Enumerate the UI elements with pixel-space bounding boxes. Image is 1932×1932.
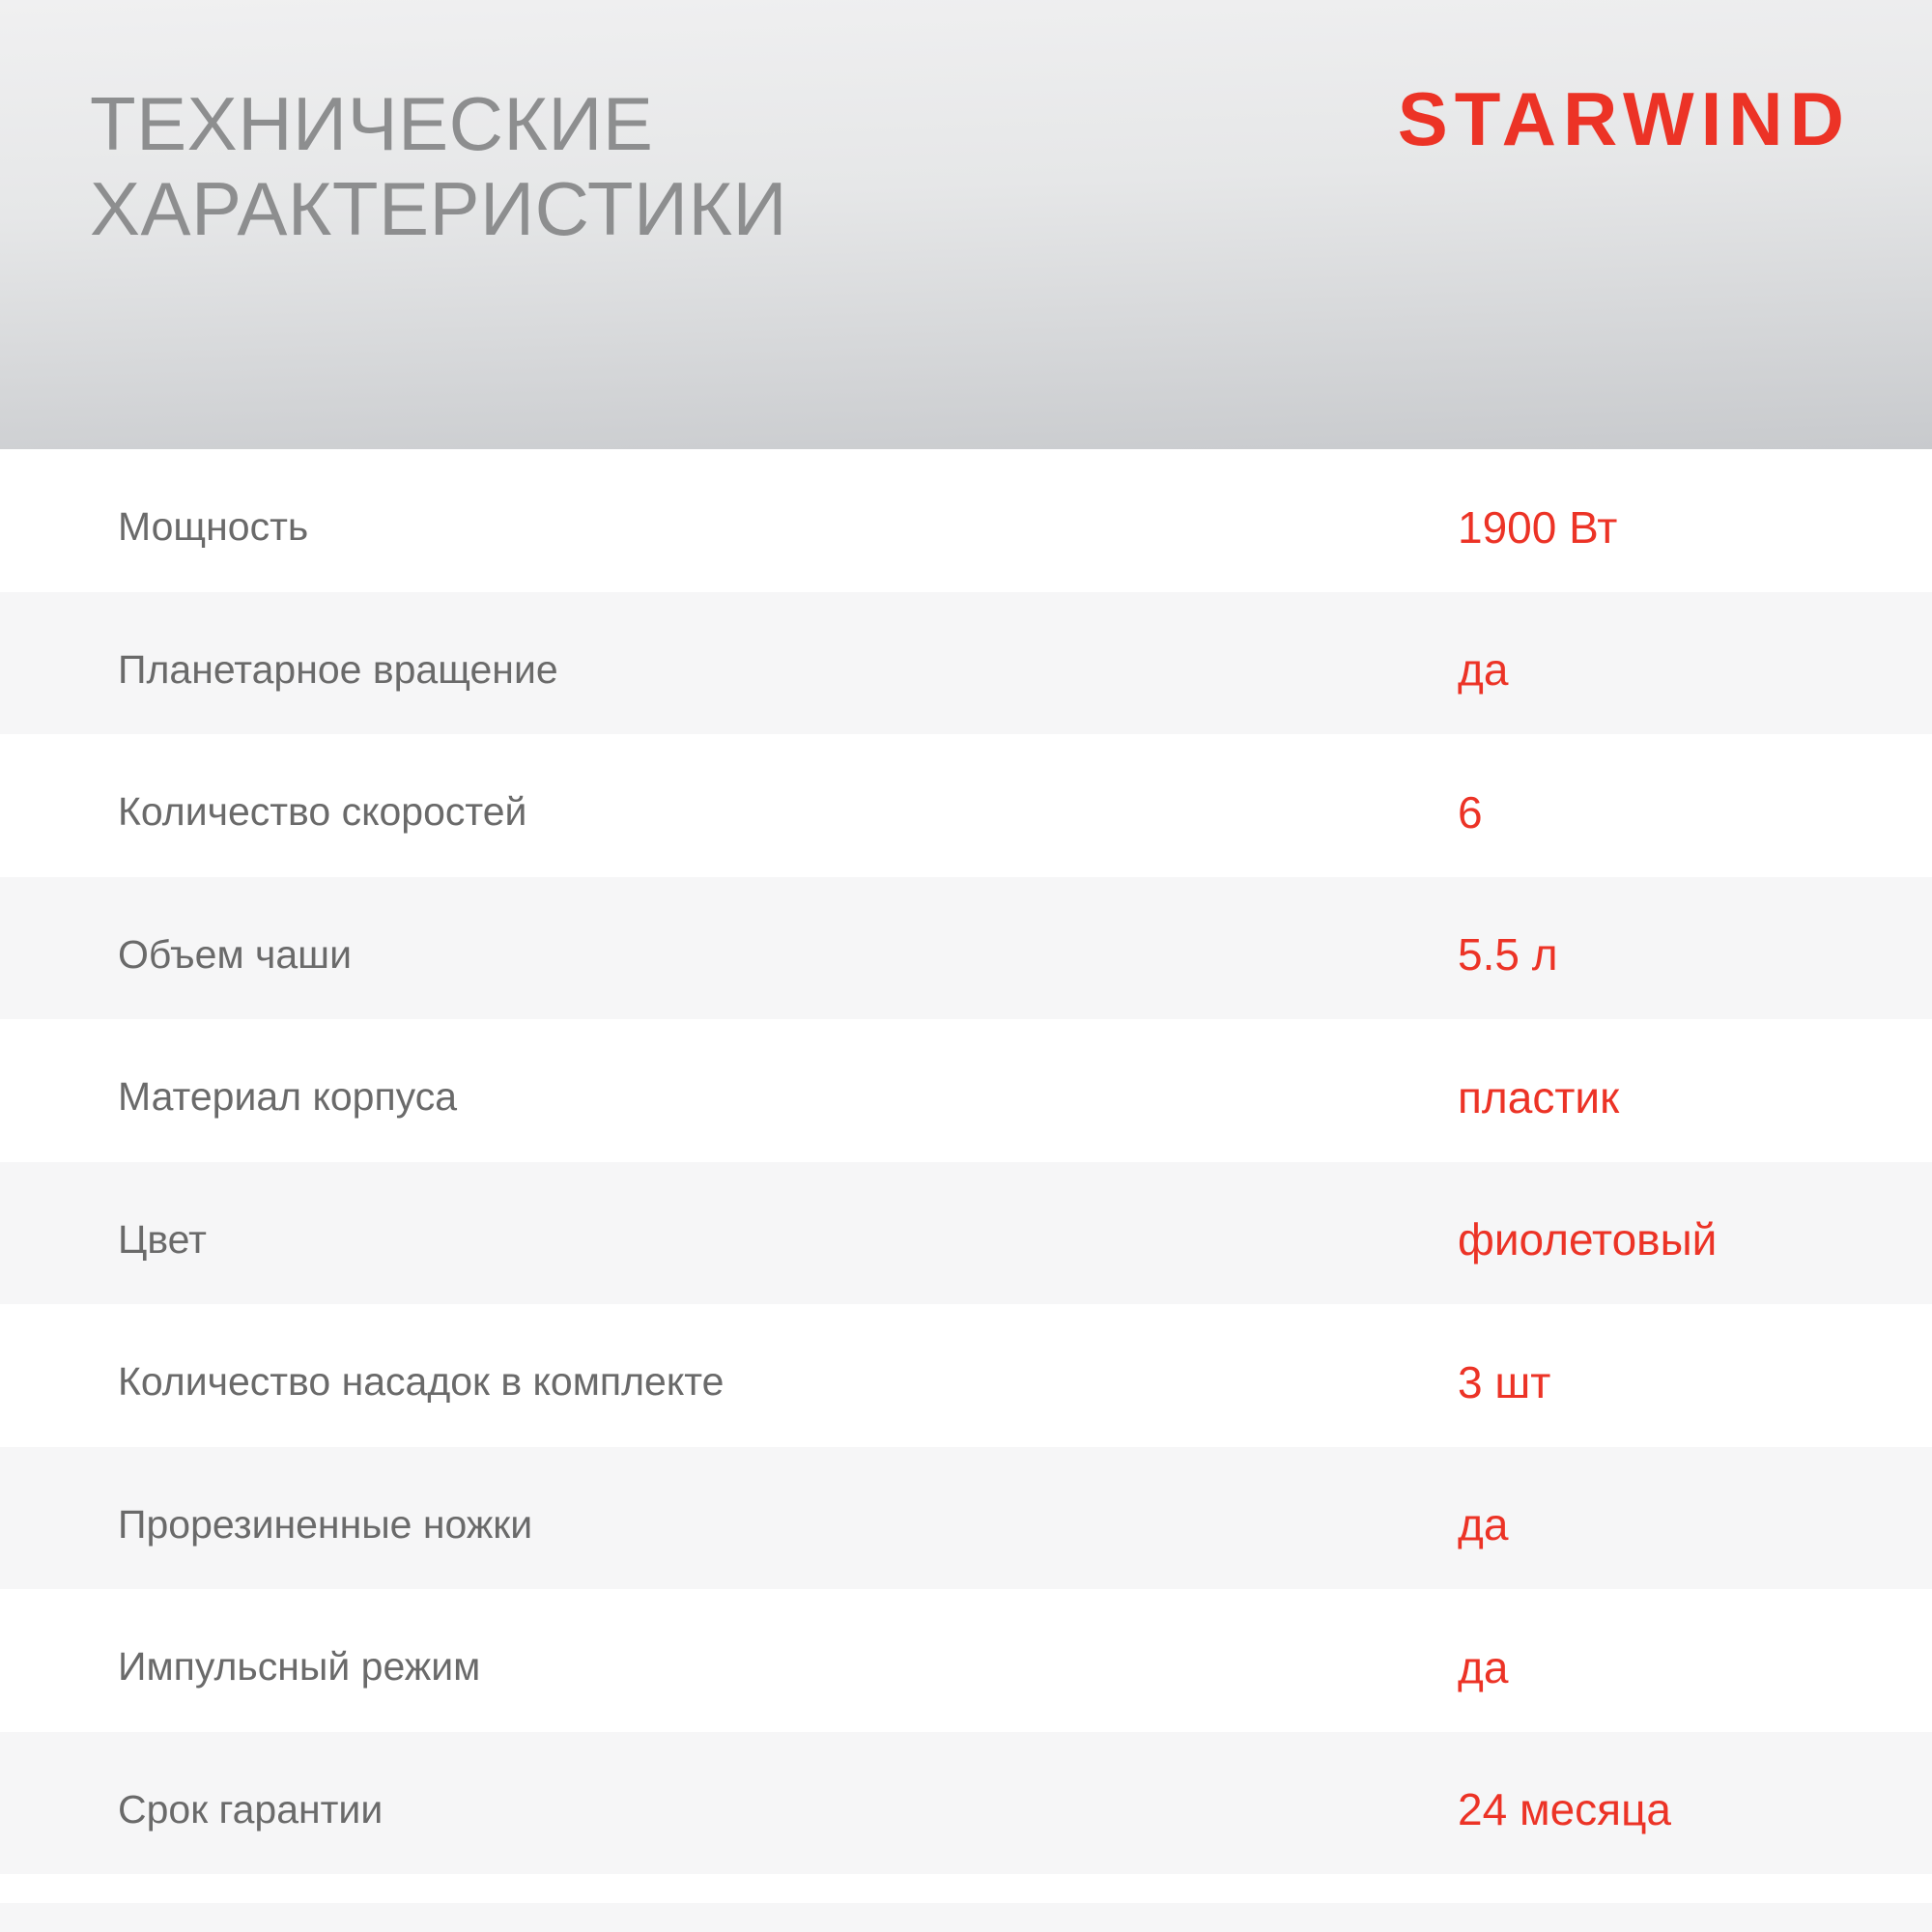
spec-row: Импульсный режим да [0, 1589, 1932, 1732]
spec-row: Планетарное вращение да [0, 591, 1932, 734]
spec-value: 5.5 л [1458, 929, 1558, 980]
spec-value: 6 [1458, 786, 1483, 838]
page-title-line-2: ХАРАКТЕРИСТИКИ [90, 166, 788, 251]
spec-row: Мощность 1900 Вт [0, 449, 1932, 592]
page-title: ТЕХНИЧЕСКИЕ ХАРАКТЕРИСТИКИ [90, 81, 787, 251]
spec-value: 24 месяца [1458, 1784, 1671, 1835]
spec-row: Количество насадок в комплекте 3 шт [0, 1304, 1932, 1447]
spec-value: 3 шт [1458, 1356, 1551, 1407]
spec-value: 1900 Вт [1458, 501, 1618, 553]
spec-value: фиолетовый [1458, 1214, 1718, 1265]
spec-value: да [1458, 1499, 1509, 1550]
spec-row: Материал корпуса пластик [0, 1019, 1932, 1162]
spec-label: Мощность [118, 504, 309, 550]
spec-value: пластик [1458, 1071, 1620, 1122]
spec-row: Объем чаши 5.5 л [0, 876, 1932, 1019]
spec-label: Количество насадок в комплекте [118, 1359, 724, 1405]
table-bottom-filler [0, 1903, 1932, 1932]
spec-row: Цвет фиолетовый [0, 1161, 1932, 1304]
spec-label: Срок гарантии [118, 1786, 384, 1832]
brand-logo: STARWIND [1397, 76, 1851, 161]
spec-label: Импульсный режим [118, 1644, 481, 1690]
specs-table: Мощность 1900 Вт Планетарное вращение да… [0, 449, 1932, 1903]
spec-label: Материал корпуса [118, 1074, 458, 1120]
spec-value: да [1458, 1641, 1509, 1692]
spec-label: Цвет [118, 1216, 207, 1262]
spec-label: Планетарное вращение [118, 646, 558, 692]
spec-row: Срок гарантии 24 месяца [0, 1731, 1932, 1874]
spec-label: Прорезиненные ножки [118, 1501, 533, 1547]
spec-label: Количество скоростей [118, 789, 527, 835]
spec-label: Объем чаши [118, 931, 352, 977]
spec-row: Прорезиненные ножки да [0, 1446, 1932, 1589]
spec-value: да [1458, 644, 1509, 696]
spec-row: Количество скоростей 6 [0, 734, 1932, 877]
page-title-line-1: ТЕХНИЧЕСКИЕ [90, 81, 654, 166]
page-header: ТЕХНИЧЕСКИЕ ХАРАКТЕРИСТИКИ STARWIND [0, 0, 1932, 449]
